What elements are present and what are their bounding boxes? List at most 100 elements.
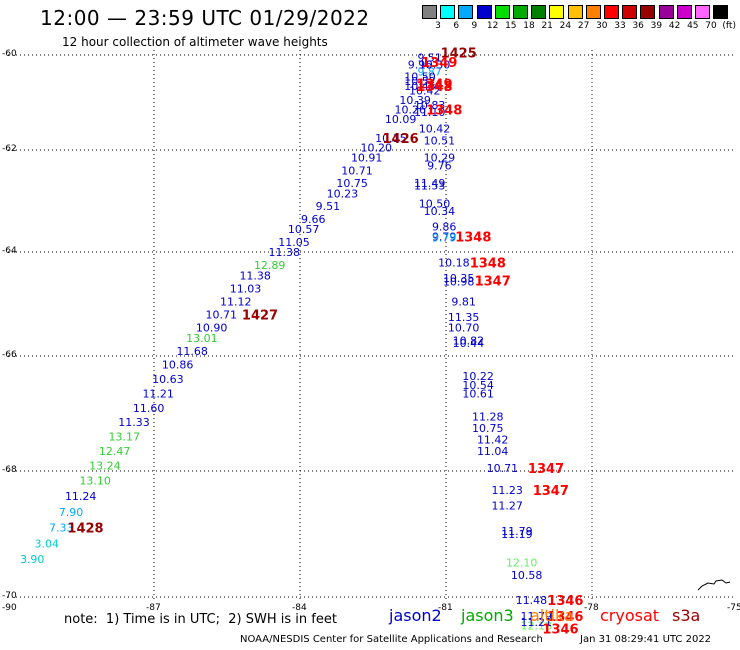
swh-value: 3.90 xyxy=(20,553,45,566)
swh-value: 10.44 xyxy=(453,337,485,350)
swh-value: 10.86 xyxy=(162,359,194,372)
swh-value: 11.21 xyxy=(521,616,553,629)
swh-value: 10.09 xyxy=(385,113,417,126)
swh-value: 10.34 xyxy=(424,205,456,218)
legend-label: 3 xyxy=(435,21,441,31)
legend-label: 15 xyxy=(505,21,517,31)
swh-value: 11.35 xyxy=(448,311,480,324)
swh-value: 10.75 xyxy=(336,177,368,190)
lat-label: -60 xyxy=(2,49,17,59)
swh-value: 10.30 xyxy=(419,59,451,72)
swh-value: 10.58 xyxy=(511,569,543,582)
swh-value: 10.39 xyxy=(399,94,431,107)
time-label: 1346 xyxy=(547,594,583,609)
swh-value: 3.04 xyxy=(35,538,60,551)
legend-label: 30 xyxy=(596,21,608,31)
swh-value: 13.01 xyxy=(186,332,218,345)
lon-label: -84 xyxy=(292,603,307,613)
time-label: 1348 xyxy=(426,104,462,119)
swh-value: 10.20 xyxy=(361,142,393,155)
swh-value: 10.42 xyxy=(409,85,441,98)
time-label: 1347 xyxy=(475,275,511,290)
swh-value: 10.83 xyxy=(414,99,446,112)
legend-swatch xyxy=(549,5,565,19)
lon-label: -81 xyxy=(438,603,453,613)
time-label: 1348 xyxy=(470,256,506,271)
swh-value: 11.04 xyxy=(477,445,509,458)
time-label: 1346 xyxy=(547,610,583,625)
swh-value: 11.28 xyxy=(472,410,504,423)
time-label: 1347 xyxy=(533,484,569,499)
footer-credit: NOAA/NESDIS Center for Satellite Applica… xyxy=(240,634,543,645)
legend-swatch xyxy=(640,5,656,19)
map-subtitle: 12 hour collection of altimeter wave hei… xyxy=(62,35,328,49)
satellite-label-jason2: jason2 xyxy=(389,606,442,625)
swh-value: 12.18 xyxy=(521,619,553,632)
swh-value: 11.21 xyxy=(142,387,174,400)
swh-value: 9.87 xyxy=(417,66,442,79)
swh-value: 10.51 xyxy=(424,135,456,148)
legend-label: (ft) xyxy=(722,21,736,31)
legend-swatch xyxy=(440,5,456,19)
swh-value: 11.03 xyxy=(230,282,262,295)
satellite-label-s3a: s3a xyxy=(672,606,701,625)
swh-value: 11.60 xyxy=(133,402,165,415)
lat-label: -64 xyxy=(2,246,17,256)
swh-value: 11.53 xyxy=(414,180,446,193)
legend-label: 18 xyxy=(523,21,535,31)
legend-swatch xyxy=(658,5,674,19)
legend-label: 39 xyxy=(650,21,663,31)
swh-value: 11.68 xyxy=(176,345,208,358)
swh-value: 10.18 xyxy=(438,256,470,269)
swh-value: 9.66 xyxy=(301,213,326,226)
legend-swatch xyxy=(604,5,619,19)
legend-swatch xyxy=(695,5,710,19)
time-label: 1349 xyxy=(416,78,452,93)
time-label: 1348 xyxy=(455,231,491,246)
legend-swatch xyxy=(622,5,638,19)
note-text: note: 1) Time is in UTC; 2) SWH is in fe… xyxy=(64,612,337,627)
lon-label: -90 xyxy=(2,603,17,613)
legend-swatch xyxy=(585,5,601,19)
swh-value: 11.38 xyxy=(239,269,271,282)
legend-label: 70 xyxy=(705,21,717,31)
time-label: 1346 xyxy=(542,623,578,638)
swh-value: 10.71 xyxy=(206,308,238,321)
swh-value: 11.79 xyxy=(501,525,533,538)
time-label: 1348 xyxy=(416,80,452,95)
swh-value: 10.50 xyxy=(419,198,451,211)
swh-value: 10.57 xyxy=(288,223,320,236)
swh-value: 12.10 xyxy=(506,556,538,569)
swh-value: 11.27 xyxy=(491,500,523,513)
swh-value: 10.71 xyxy=(487,462,519,475)
coastline-path xyxy=(697,579,731,591)
legend-label: 9 xyxy=(471,21,478,31)
swh-value: 10.42 xyxy=(419,123,451,136)
swh-value: 13.17 xyxy=(109,431,141,444)
swh-value: 10.75 xyxy=(472,422,504,435)
swh-value: 7.33 xyxy=(49,522,74,535)
swh-value: 10.91 xyxy=(351,152,383,165)
swh-value: 11.79 xyxy=(521,610,553,623)
footer-timestamp: Jan 31 08:29:41 UTC 2022 xyxy=(580,634,712,645)
plot-frame xyxy=(8,50,735,599)
swh-value: 11.49 xyxy=(414,177,446,190)
swh-value: 11.05 xyxy=(278,236,310,249)
swh-value: 10.70 xyxy=(448,321,480,334)
swh-value: 10.54 xyxy=(462,379,494,392)
swh-value: 11.38 xyxy=(269,246,301,259)
swh-value: 13.24 xyxy=(89,459,121,472)
swh-value: 10.98 xyxy=(443,276,475,289)
swh-value: 9.86 xyxy=(432,221,457,234)
map-title: 12:00 — 23:59 UTC 01/29/2022 xyxy=(40,6,370,30)
swh-value: 10.61 xyxy=(462,387,494,400)
lat-label: -62 xyxy=(2,144,17,154)
legend-label: 36 xyxy=(632,21,644,31)
swh-value: 11.33 xyxy=(118,416,150,429)
legend-swatch xyxy=(458,5,474,19)
swh-value: 13.10 xyxy=(79,475,111,488)
swh-value: 11.48 xyxy=(516,594,548,607)
swh-value: 9.96 xyxy=(408,59,433,72)
swh-value: 10.26 xyxy=(395,104,427,117)
